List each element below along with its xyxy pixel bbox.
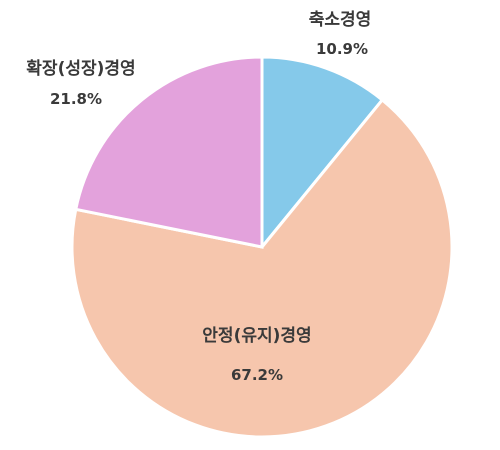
slice-expansion <box>74 55 264 249</box>
slice-value-stable: 67.2% <box>231 366 283 384</box>
slice-label-contraction: 축소경영 <box>309 10 372 30</box>
slice-stable <box>70 97 454 439</box>
slice-label-expansion: 확장(성장)경영 <box>26 59 135 79</box>
slice-value-contraction: 10.9% <box>316 40 368 58</box>
pie-slices <box>70 55 454 439</box>
pie-labels: 축소경영 10.9% 안정(유지)경영 67.2% 확장(성장)경영 21.8% <box>26 10 371 384</box>
slice-label-stable: 안정(유지)경영 <box>202 326 311 346</box>
slice-contraction <box>260 55 385 252</box>
slice-value-expansion: 21.8% <box>50 90 102 108</box>
